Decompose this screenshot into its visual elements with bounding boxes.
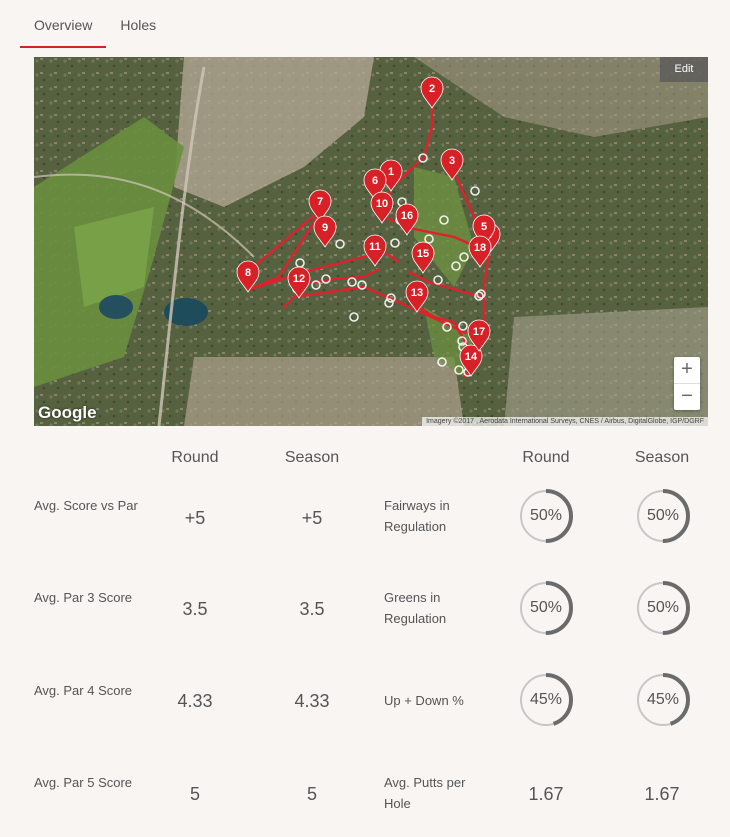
hole-pin-9: 9 bbox=[313, 215, 337, 248]
stat-round-score-vs-par: +5 bbox=[184, 508, 206, 528]
stat-label-greens: Greens in Regulation bbox=[384, 590, 447, 626]
ring-season-up-down: 45% bbox=[635, 672, 691, 728]
stat-label-score-vs-par: Avg. Score vs Par bbox=[34, 498, 138, 513]
ring-progress bbox=[519, 673, 573, 727]
hole-pin-2: 2 bbox=[420, 76, 444, 109]
hole-pin-label: 16 bbox=[401, 210, 413, 222]
edit-button[interactable]: Edit bbox=[660, 57, 708, 82]
hole-pin-12: 12 bbox=[287, 266, 311, 299]
hole-pin-label: 8 bbox=[245, 267, 251, 279]
ring-progress bbox=[519, 581, 573, 635]
hole-pin-17: 17 bbox=[467, 319, 491, 352]
course-map[interactable]: 123456789101112131415161718 Edit + − Goo… bbox=[34, 57, 708, 426]
stat-label-par3: Avg. Par 3 Score bbox=[34, 590, 133, 605]
google-logo: Google bbox=[38, 403, 97, 422]
header-round-right: Round bbox=[522, 449, 570, 466]
hole-pin-label: 13 bbox=[411, 287, 423, 299]
hole-markers: 123456789101112131415161718 bbox=[236, 76, 501, 377]
hole-pin-14: 14 bbox=[459, 344, 483, 377]
ring-progress bbox=[636, 581, 690, 635]
hole-pin-11: 11 bbox=[363, 234, 387, 267]
stat-label-putts: Avg. Putts per Hole bbox=[384, 775, 466, 811]
tab-bar: Overview Holes bbox=[20, 0, 170, 48]
header-season-left: Season bbox=[284, 449, 340, 466]
hole-pin-label: 10 bbox=[376, 198, 388, 210]
stat-label-par4: Avg. Par 4 Score bbox=[34, 683, 133, 698]
tab-holes[interactable]: Holes bbox=[120, 17, 157, 33]
hole-pin-16: 16 bbox=[395, 203, 419, 236]
stat-label-up-down: Up + Down % bbox=[384, 693, 464, 708]
zoom-in-button[interactable]: + bbox=[681, 358, 693, 380]
stat-season-score-vs-par: +5 bbox=[301, 508, 323, 528]
hole-pin-label: 1 bbox=[388, 166, 394, 178]
hole-pin-label: 6 bbox=[372, 175, 378, 187]
hole-pin-label: 9 bbox=[322, 222, 328, 234]
hole-pin-18: 18 bbox=[468, 235, 492, 268]
map-attribution[interactable]: Imagery ©2017 , Aerodata International S… bbox=[422, 417, 708, 426]
stat-season-par4: 4.33 bbox=[294, 691, 330, 711]
zoom-control: + − bbox=[674, 357, 700, 410]
hole-pin-label: 11 bbox=[369, 241, 381, 253]
stat-round-par5: 5 bbox=[189, 784, 200, 804]
ring-round-up-down: 45% bbox=[518, 672, 574, 728]
stat-round-putts: 1.67 bbox=[528, 784, 564, 804]
tab-overview[interactable]: Overview bbox=[20, 0, 107, 48]
hole-pin-label: 18 bbox=[474, 242, 486, 254]
hole-pin-label: 7 bbox=[317, 196, 323, 208]
hole-pin-13: 13 bbox=[405, 280, 429, 313]
stat-label-par5: Avg. Par 5 Score bbox=[34, 775, 133, 790]
hole-pin-10: 10 bbox=[370, 191, 394, 224]
header-round-left: Round bbox=[171, 449, 219, 466]
hole-pin-label: 2 bbox=[429, 83, 435, 95]
stat-season-par5: 5 bbox=[306, 784, 317, 804]
hole-pin-15: 15 bbox=[411, 241, 435, 274]
stat-label-fairways: Fairways in Regulation bbox=[384, 498, 450, 534]
ring-round-fairways: 50% bbox=[518, 488, 574, 544]
hole-pin-label: 17 bbox=[473, 326, 485, 338]
ring-progress bbox=[636, 489, 690, 543]
stat-round-par4: 4.33 bbox=[177, 691, 213, 711]
hole-pin-7: 7 bbox=[308, 189, 332, 222]
ring-round-greens: 50% bbox=[518, 580, 574, 636]
hole-pin-label: 14 bbox=[465, 351, 478, 363]
hole-pin-8: 8 bbox=[236, 260, 260, 293]
stat-season-putts: 1.67 bbox=[644, 784, 680, 804]
zoom-out-button[interactable]: − bbox=[674, 383, 700, 410]
stat-round-par3: 3.5 bbox=[182, 599, 208, 619]
header-season-right: Season bbox=[634, 449, 690, 466]
ring-progress bbox=[519, 489, 573, 543]
ring-season-fairways: 50% bbox=[635, 488, 691, 544]
ring-progress bbox=[636, 673, 690, 727]
ring-season-greens: 50% bbox=[635, 580, 691, 636]
hole-pin-label: 15 bbox=[417, 248, 429, 260]
hole-pin-3: 3 bbox=[440, 148, 464, 181]
hole-pin-label: 5 bbox=[481, 221, 487, 233]
hole-pin-label: 12 bbox=[293, 273, 305, 285]
hole-pin-label: 3 bbox=[449, 155, 455, 167]
stat-season-par3: 3.5 bbox=[299, 599, 325, 619]
